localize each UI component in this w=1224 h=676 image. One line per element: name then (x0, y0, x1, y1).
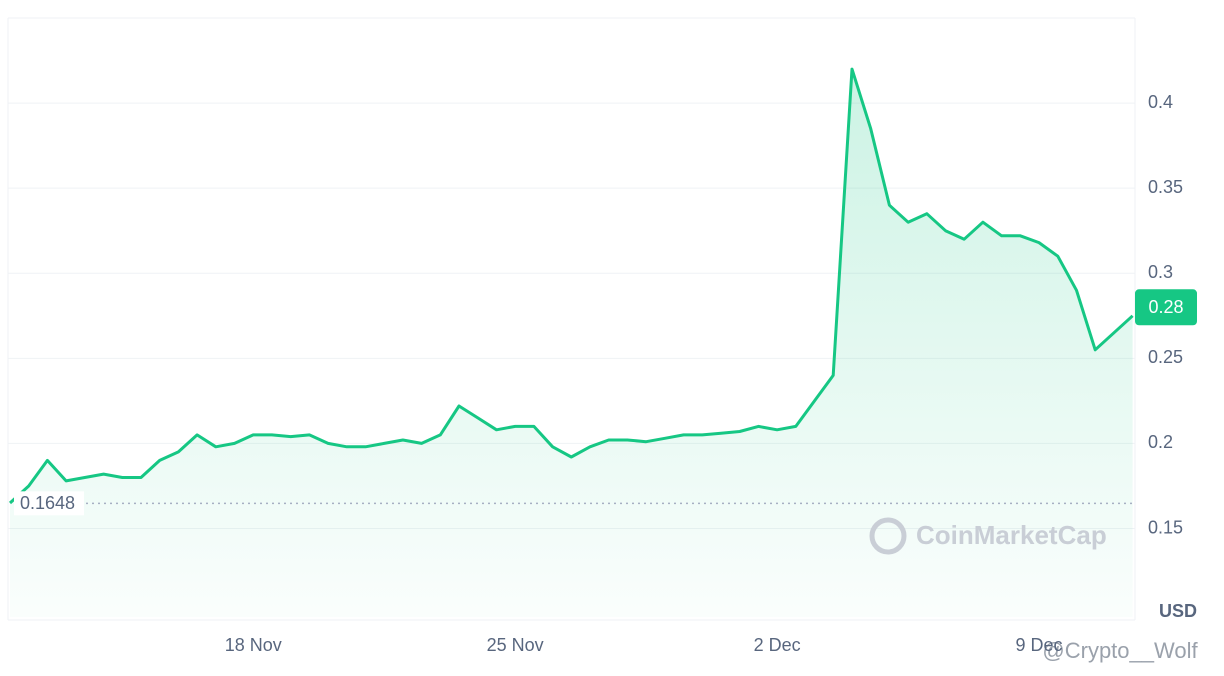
y-tick-label: 0.4 (1148, 92, 1173, 112)
plot: 0.1648 (8, 67, 1135, 618)
x-tick-label: 25 Nov (487, 635, 544, 655)
watermark-logo (869, 517, 907, 555)
y-tick-label: 0.15 (1148, 517, 1183, 537)
y-tick-label: 0.25 (1148, 347, 1183, 367)
area (10, 69, 1133, 618)
y-tick-label: 0.3 (1148, 262, 1173, 282)
y-tick-label: 0.2 (1148, 432, 1173, 452)
reference-label: 0.1648 (20, 493, 75, 513)
x-tick-label: 18 Nov (225, 635, 282, 655)
currency-label: USD (1159, 601, 1197, 621)
x-tick-label: 9 Dec (1016, 635, 1063, 655)
watermark: CoinMarketCap (916, 520, 1107, 550)
reference-label-bg (14, 491, 84, 516)
price-line (8, 67, 1134, 505)
current-price-label: 0.28 (1148, 297, 1183, 317)
watermark-user: @Crypto__Wolf (1042, 638, 1198, 663)
current-price-badge (1135, 289, 1197, 326)
y-tick-label: 0.35 (1148, 177, 1183, 197)
x-tick-label: 2 Dec (754, 635, 801, 655)
